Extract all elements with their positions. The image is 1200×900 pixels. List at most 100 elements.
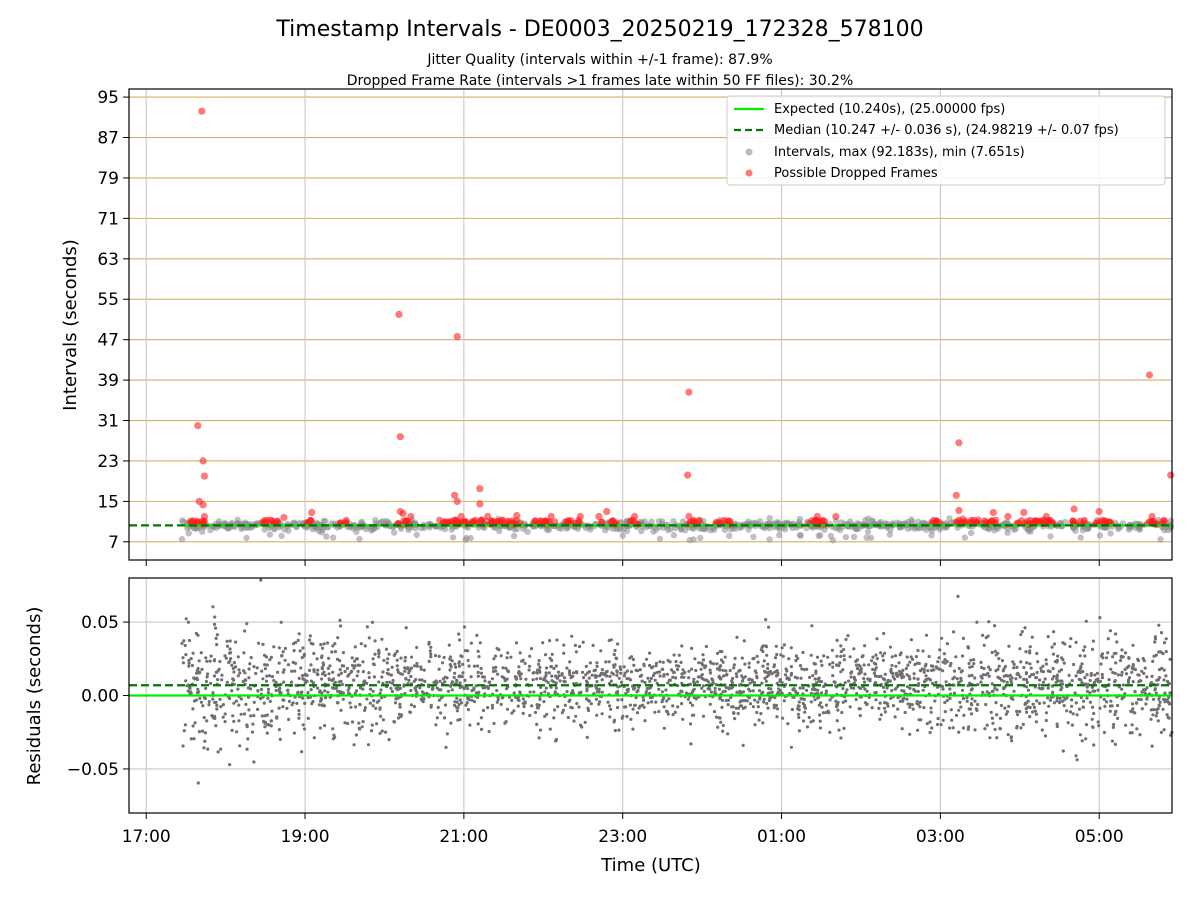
residual-point (761, 721, 765, 725)
residual-point (544, 674, 548, 678)
residual-point (941, 687, 945, 691)
residual-point (1085, 696, 1089, 700)
bottom-y-tick-label: 0.00 (81, 687, 119, 707)
residual-point (481, 686, 485, 690)
residual-point (794, 654, 799, 658)
residual-point (345, 666, 349, 671)
x-tick-label: 19:00 (281, 827, 330, 847)
residual-point (335, 701, 339, 705)
residual-point (755, 654, 759, 658)
residual-point (839, 650, 843, 654)
residual-point (901, 675, 906, 679)
residual-point (943, 710, 947, 714)
residual-point (353, 645, 357, 649)
top-y-tick-label: 23 (97, 452, 119, 472)
residual-point (1103, 704, 1107, 709)
residual-point (1150, 674, 1154, 679)
interval-point (750, 533, 757, 541)
residual-point (480, 675, 485, 679)
residual-point (230, 689, 234, 693)
residual-point (1169, 733, 1173, 737)
residual-point (363, 644, 367, 648)
residual-point (256, 689, 260, 693)
dropped-frame-point (696, 516, 703, 524)
residual-point (236, 655, 240, 659)
residual-point (759, 712, 763, 716)
residual-point (466, 649, 470, 653)
residual-point (839, 736, 843, 740)
residual-point (415, 661, 419, 666)
residual-point (209, 654, 213, 658)
residual-point (349, 670, 353, 675)
residual-point (916, 648, 920, 653)
residual-point (404, 626, 408, 630)
residual-point (245, 747, 249, 751)
residual-point (664, 688, 668, 692)
residual-point (1059, 668, 1064, 672)
residual-point (537, 659, 541, 663)
residual-point (1158, 700, 1162, 704)
dropped-frame-point (551, 518, 559, 526)
residual-point (1153, 637, 1157, 641)
residual-point (643, 680, 647, 685)
dropped-frame-outlier (476, 500, 484, 508)
residual-point (444, 745, 448, 750)
residual-point (221, 703, 225, 707)
residual-point (437, 688, 441, 692)
residual-point (195, 671, 199, 675)
residual-point (1085, 685, 1089, 689)
residual-point (409, 688, 413, 693)
residual-point (1076, 670, 1080, 674)
residual-point (206, 672, 210, 676)
residual-point (396, 686, 400, 690)
residual-point (205, 719, 209, 723)
residual-point (252, 700, 256, 704)
residual-point (292, 649, 296, 653)
residual-point (1009, 677, 1013, 681)
legend: Expected (10.240s), (25.00000 fps) Media… (726, 95, 1166, 186)
residual-point (969, 712, 974, 716)
residual-point (529, 647, 534, 651)
residual-point (1090, 717, 1094, 721)
residual-point (371, 657, 375, 661)
residual-point (377, 699, 381, 703)
residual-point (231, 666, 235, 671)
residual-point (756, 660, 760, 664)
residual-point (225, 680, 229, 684)
residual-point (455, 696, 459, 700)
residual-point (724, 699, 728, 703)
residual-point (312, 669, 316, 674)
residual-point (1111, 725, 1115, 730)
residual-point (195, 669, 199, 673)
residual-point (1123, 651, 1128, 655)
residual-point (1017, 673, 1021, 677)
residual-point (327, 678, 332, 682)
interval-point (329, 534, 337, 541)
residual-point (494, 665, 498, 669)
residual-point (662, 726, 666, 730)
residual-point (654, 664, 658, 668)
residual-point (357, 721, 361, 725)
residual-point (653, 678, 657, 682)
residual-point (750, 680, 755, 684)
residual-point (625, 669, 630, 673)
residual-point (780, 681, 784, 685)
residual-point (374, 706, 378, 711)
residual-point (1140, 669, 1144, 673)
residual-point (1035, 651, 1039, 656)
residual-point (301, 646, 305, 650)
residual-point (877, 706, 881, 711)
residual-point (756, 705, 760, 709)
residual-point (372, 699, 376, 703)
residual-point (962, 713, 966, 718)
residual-point (762, 659, 766, 663)
residual-point (702, 689, 706, 693)
residual-point (252, 760, 256, 764)
residual-point (1003, 664, 1008, 669)
chart-subtitle-dropped: Dropped Frame Rate (intervals >1 frames … (347, 73, 854, 89)
residual-point (731, 676, 735, 681)
dropped-frame-outlier (513, 511, 521, 520)
residual-point (399, 713, 404, 717)
residual-point (352, 743, 356, 747)
residual-point (548, 639, 552, 643)
